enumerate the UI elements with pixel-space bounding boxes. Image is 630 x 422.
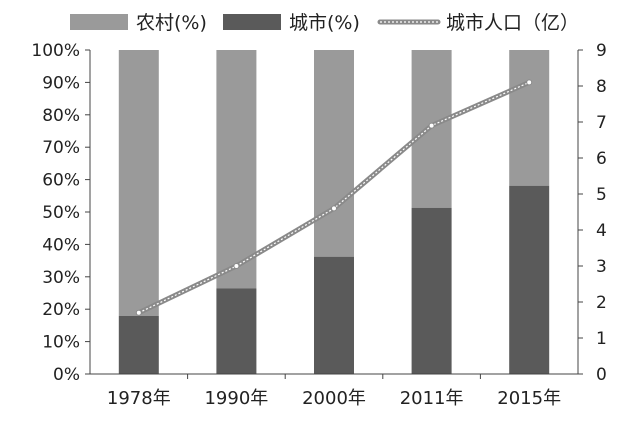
bar-rural-3 xyxy=(411,50,452,208)
y-left-tick-label-10: 100% xyxy=(31,41,80,61)
y-right-tick-label-4: 4 xyxy=(596,221,607,241)
line-point-0 xyxy=(135,309,142,316)
y-left-tick-label-7: 70% xyxy=(42,138,80,158)
y-left-tick-label-3: 30% xyxy=(42,268,80,288)
x-tick-label-2: 2000年 xyxy=(302,388,366,409)
bar-urban-0 xyxy=(118,316,159,374)
y-right-tick-label-8: 8 xyxy=(596,77,607,97)
bar-rural-1 xyxy=(216,50,257,289)
y-left-tick-label-5: 50% xyxy=(42,203,80,223)
x-tick-label-1: 1990年 xyxy=(204,388,268,409)
y-left-tick-label-8: 80% xyxy=(42,106,80,126)
x-tick-label-0: 1978年 xyxy=(107,388,171,409)
bar-rural-4 xyxy=(509,50,550,186)
y-left-tick-label-4: 40% xyxy=(42,235,80,255)
y-right-tick-label-9: 9 xyxy=(596,41,607,61)
x-tick-label-4: 2015年 xyxy=(497,388,561,409)
legend-swatch-rural xyxy=(70,14,128,30)
y-right-tick-label-2: 2 xyxy=(596,293,607,313)
bar-urban-2 xyxy=(314,256,354,374)
bar-urban-1 xyxy=(216,288,257,374)
y-right-tick-label-6: 6 xyxy=(596,149,607,169)
y-left-tick-label-9: 90% xyxy=(42,73,80,93)
y-right-tick-label-0: 0 xyxy=(596,365,607,385)
line-point-2 xyxy=(331,205,337,212)
line-point-4 xyxy=(526,79,533,86)
y-right-tick-label-5: 5 xyxy=(596,185,607,205)
bar-rural-0 xyxy=(118,50,159,317)
x-tick-label-3: 2011年 xyxy=(400,388,464,409)
line-point-1 xyxy=(233,263,240,269)
y-left-tick-label-6: 60% xyxy=(42,171,80,191)
bar-urban-3 xyxy=(411,207,452,374)
legend-swatch-urban xyxy=(223,14,281,30)
bar-urban-4 xyxy=(509,185,550,374)
y-left-tick-label-1: 10% xyxy=(42,333,80,353)
legend-label-urban: 城市(%) xyxy=(289,12,360,34)
y-left-tick-label-2: 20% xyxy=(42,300,80,320)
y-left-tick-label-0: 0% xyxy=(53,365,80,385)
y-right-tick-label-3: 3 xyxy=(596,257,607,277)
bar-rural-2 xyxy=(314,50,354,257)
legend-label-rural: 农村(%) xyxy=(136,12,207,34)
legend-label-line: 城市人口（亿） xyxy=(446,12,579,34)
line-point-3 xyxy=(428,122,435,129)
y-right-tick-label-1: 1 xyxy=(596,329,607,349)
y-right-tick-label-7: 7 xyxy=(596,113,607,133)
